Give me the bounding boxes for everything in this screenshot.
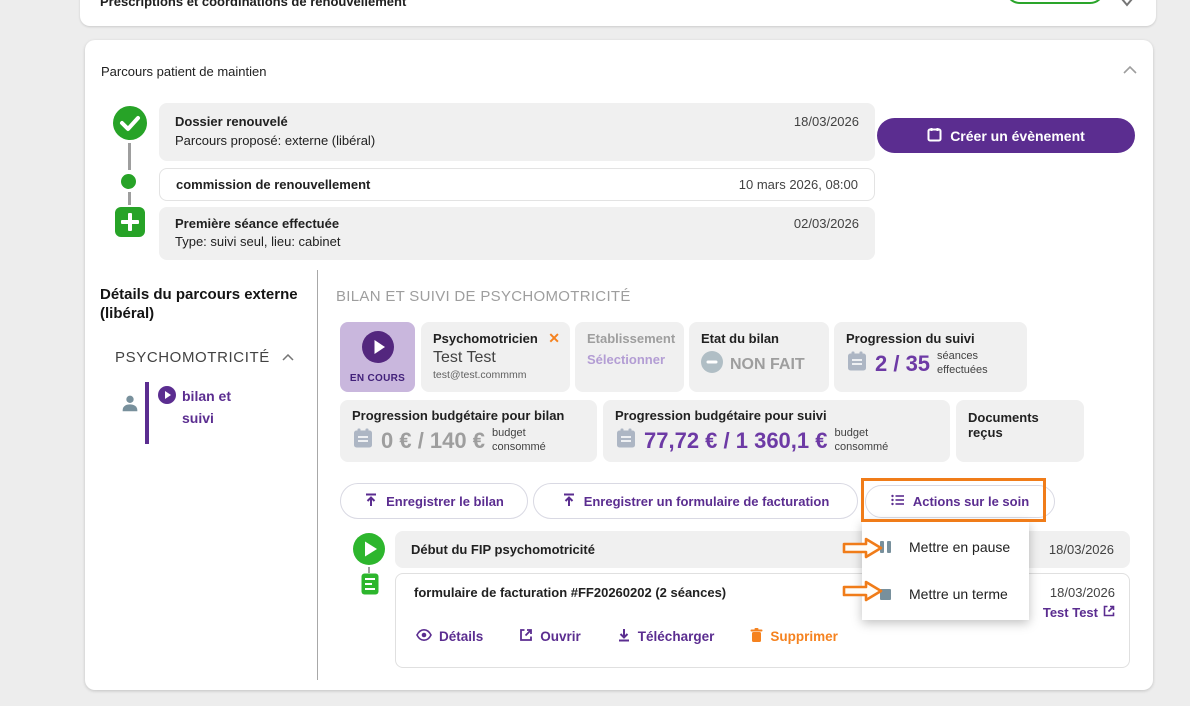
trash-icon [750,628,763,645]
event-title: formulaire de facturation #FF20260202 (2… [414,585,727,600]
person-icon [119,392,141,419]
suivi-progress-caption: séances effectuées [937,350,988,376]
practitioner-card: Psychomotricien ✕ Test Test test@test.co… [421,322,570,392]
event-date: 18/03/2026 [1049,585,1115,600]
chevron-down-icon[interactable] [1120,0,1134,12]
prescriptions-title: Prescriptions et coordinations de renouv… [100,0,407,9]
invoice-doc-icon [361,573,379,600]
suivi-progress-value: 2 / 35 [875,350,931,376]
timeline-event-dossier[interactable]: Dossier renouvelé Parcours proposé: exte… [159,103,875,161]
clipboard-icon [846,350,868,377]
bilan-budget-card: Progression budgétaire pour bilan 0 € / … [340,400,597,462]
minus-circle-icon [701,351,723,378]
event-date: 18/03/2026 [1048,542,1114,557]
delete-button[interactable]: Supprimer [750,628,838,645]
documents-label: Documents reçus [968,410,1039,440]
timeline-connector [128,192,131,205]
chevron-up-icon [282,349,294,366]
care-actions-menu: Mettre en pause Mettre un terme [862,521,1029,620]
event-title: Première séance effectuée [175,216,340,231]
doc-actions-row: Détails Ouvrir Télécharger Supprimer [416,628,838,645]
play-circle-icon [158,386,176,409]
bilan-state-card: Etat du bilan NON FAIT [689,322,829,392]
download-button[interactable]: Télécharger [617,628,714,645]
play-circle-icon [361,330,394,368]
care-section-heading: BILAN ET SUIVI DE PSYCHOMOTRICITÉ [336,288,631,305]
sidebar-item-bilan-et-suivi[interactable]: bilan et suivi [182,388,232,426]
event-author-link[interactable]: Test Test [1043,605,1115,620]
event-date: 18/03/2026 [793,114,859,129]
calendar-icon [927,127,942,145]
medical-plus-icon [115,207,145,237]
menu-item-pause[interactable]: Mettre en pause [862,525,1029,569]
open-in-new-icon [519,628,533,645]
list-icon [891,494,905,509]
documents-card: Documents reçus [956,400,1084,462]
event-subtitle: Type: suivi seul, lieu: cabinet [175,234,341,249]
panel-title: Parcours patient de maintien [101,64,267,79]
suivi-progress-card: Progression du suivi 2 / 35 séances effe… [834,322,1027,392]
etablissement-card: Etablissement Sélectionner [575,322,684,392]
upload-icon [364,493,378,510]
suivi-budget-value: 77,72 € / 1 360,1 € [644,427,828,453]
clipboard-icon [615,427,637,454]
practitioner-email: test@test.commmm [433,369,527,381]
event-title: Dossier renouvelé [175,114,288,129]
bilan-budget-caption: budget consommé [491,427,546,453]
timeline-connector [128,143,131,170]
suivi-progress-label: Progression du suivi [846,331,975,346]
sidebar-title: Détails du parcours externe (libéral) [100,286,298,322]
stop-icon [880,588,891,600]
event-title: Début du FIP psychomotricité [411,542,595,557]
active-item-bar [145,382,149,444]
menu-item-terminate[interactable]: Mettre un terme [862,572,1029,616]
play-circle-icon [353,533,385,570]
sidebar-section-psychomotricite[interactable]: PSYCHOMOTRICITÉ [115,349,294,366]
download-icon [617,628,631,645]
upload-icon [562,493,576,510]
save-invoice-button[interactable]: Enregistrer un formulaire de facturation [533,483,858,519]
pause-icon [880,540,891,553]
practitioner-label: Psychomotricien [433,331,538,346]
remove-practitioner-icon[interactable]: ✕ [548,330,560,346]
complet-status-badge[interactable]: ✓ COMPLET [1005,0,1105,4]
timeline-event-seance[interactable]: Première séance effectuée Type: suivi se… [159,207,875,260]
collapse-chevron-up-icon[interactable] [1122,62,1138,80]
suivi-budget-card: Progression budgétaire pour suivi 77,72 … [603,400,950,462]
vertical-divider [317,270,318,680]
external-link-icon [1103,605,1115,620]
eye-icon [416,628,432,644]
create-event-button[interactable]: Créer un évènement [877,118,1135,153]
event-date: 10 mars 2026, 08:00 [738,177,858,192]
details-button[interactable]: Détails [416,628,483,645]
timeline-connector [368,567,370,573]
status-card-en-cours: EN COURS [340,322,415,392]
event-date: 02/03/2026 [793,216,859,231]
bilan-state-label: Etat du bilan [701,331,779,346]
timeline-event-commission[interactable]: commission de renouvellement 10 mars 202… [159,168,875,201]
bilan-budget-value: 0 € / 140 € [381,427,485,453]
clipboard-icon [352,427,374,454]
parcours-panel: Parcours patient de maintien Dossier ren… [85,40,1153,690]
practitioner-name: Test Test [433,349,496,366]
event-title: commission de renouvellement [176,177,371,192]
bilan-budget-label: Progression budgétaire pour bilan [352,408,565,423]
open-button[interactable]: Ouvrir [519,628,581,645]
save-bilan-button[interactable]: Enregistrer le bilan [340,483,528,519]
suivi-budget-label: Progression budgétaire pour suivi [615,408,827,423]
prescriptions-panel: Prescriptions et coordinations de renouv… [80,0,1156,26]
etablissement-select-link[interactable]: Sélectionner [587,352,666,367]
bilan-state-value: NON FAIT [730,355,805,373]
dot-icon [121,174,136,189]
event-subtitle: Parcours proposé: externe (libéral) [175,133,376,148]
care-actions-button[interactable]: Actions sur le soin [865,485,1055,518]
check-circle-icon [113,106,147,145]
status-badge: EN COURS [349,372,406,384]
etablissement-label: Etablissement [587,331,676,346]
suivi-budget-caption: budget consommé [834,427,889,453]
